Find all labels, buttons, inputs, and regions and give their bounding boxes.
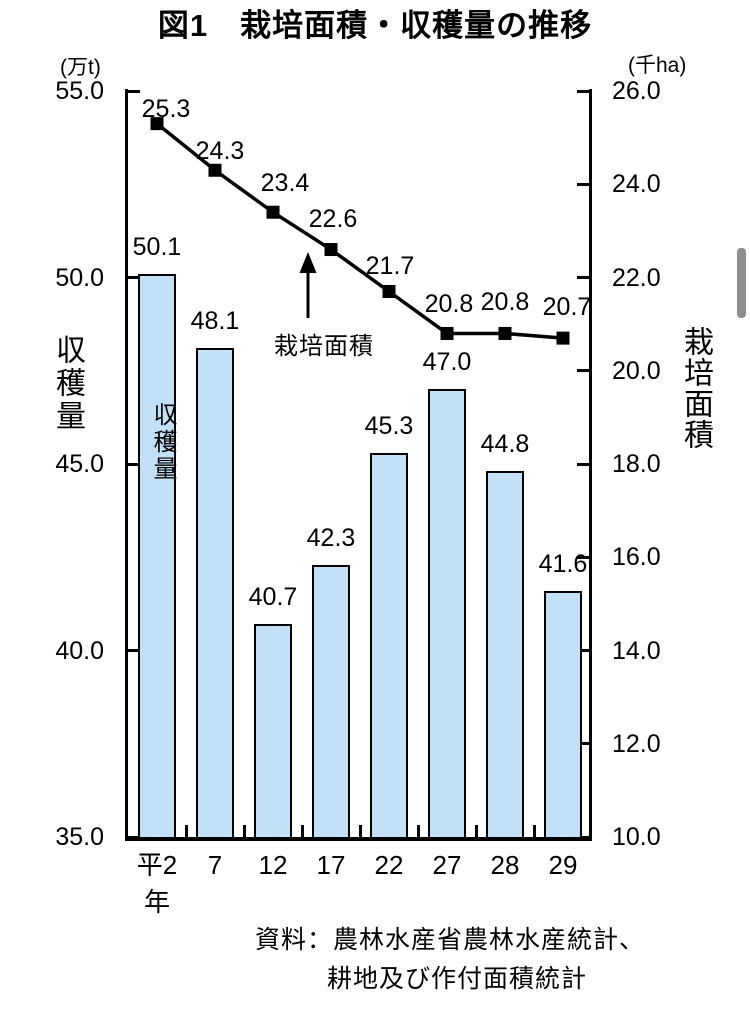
right-axis-tick-label: 26.0 [612, 77, 661, 105]
line-value-label: 20.8 [424, 290, 474, 319]
x-axis-tick [358, 825, 362, 837]
right-axis-line [589, 89, 592, 839]
x-axis-label-28: 28 [490, 850, 520, 880]
bar-value-label: 45.3 [364, 411, 414, 440]
right-axis-title: 栽培面積 [679, 326, 712, 450]
line-series-path [155, 122, 564, 340]
right-axis-tick [577, 276, 589, 279]
x-axis-label-12: 12 [258, 850, 288, 880]
line-series-annotation-label: 栽培面積 [274, 333, 374, 360]
right-axis-tick [577, 835, 589, 839]
left-axis-tick-label: 45.0 [55, 450, 104, 478]
x-axis-tick [416, 825, 420, 837]
right-axis-tick-label: 16.0 [612, 543, 661, 572]
right-axis-tick [577, 182, 589, 186]
line-value-label: 21.7 [365, 252, 415, 281]
x-axis-tick [300, 825, 304, 837]
source-text-line1: 資料：農林水産省農林水産統計、 [255, 926, 646, 954]
bar-27 [428, 389, 466, 837]
bar-平2 [138, 273, 176, 837]
line-marker [208, 163, 222, 177]
bar-value-label: 42.3 [306, 523, 356, 552]
right-axis-tick-label: 20.0 [612, 356, 661, 385]
left-axis-tick [128, 89, 140, 93]
left-axis-tick [128, 462, 140, 466]
right-axis-tick [577, 649, 589, 652]
right-axis-tick-label: 18.0 [612, 450, 661, 478]
bar-value-label: 40.7 [248, 583, 298, 612]
right-axis-unit: (千ha) [628, 54, 687, 77]
left-axis-tick [128, 276, 140, 279]
x-axis-note: 年 [143, 887, 170, 917]
bar-17 [312, 564, 350, 837]
scrollbar-thumb[interactable] [737, 248, 746, 318]
line-marker [266, 205, 280, 219]
right-axis-tick [577, 742, 589, 746]
line-value-label: 23.4 [260, 169, 310, 198]
right-axis-tick-label: 10.0 [612, 823, 661, 851]
left-axis-line [125, 89, 128, 839]
line-marker [498, 326, 512, 340]
left-axis-title: 収穫量 [51, 334, 84, 433]
line-marker [382, 284, 396, 298]
bar-22 [370, 452, 408, 837]
right-axis-tick-label: 12.0 [612, 729, 661, 758]
right-axis-tick-label: 24.0 [612, 170, 661, 199]
right-axis-tick-label: 22.0 [612, 263, 661, 292]
line-marker [324, 243, 338, 257]
left-axis-tick-label: 50.0 [55, 263, 104, 292]
x-axis-label-平2: 平2 [136, 850, 178, 880]
left-axis-tick [128, 835, 140, 839]
bar-value-label: 47.0 [422, 348, 472, 377]
left-axis-tick-label: 35.0 [55, 823, 104, 851]
x-axis-tick [474, 825, 478, 837]
chart-title: 図1 栽培面積・収穫量の推移 [157, 8, 593, 43]
line-marker [440, 326, 454, 340]
bar-series-label: 収穫量 [149, 402, 176, 483]
right-axis-tick-label: 14.0 [612, 636, 661, 665]
bar-28 [486, 471, 524, 837]
left-axis-tick-label: 55.0 [55, 77, 104, 105]
x-axis-tick [532, 825, 536, 837]
left-axis-tick [128, 649, 140, 652]
left-axis-tick-label: 40.0 [55, 636, 104, 665]
right-axis-tick [577, 555, 589, 559]
line-marker [150, 117, 164, 131]
bar-7 [196, 348, 234, 837]
bar-value-label: 41.6 [538, 549, 588, 578]
bar-value-label: 50.1 [132, 232, 182, 261]
x-axis-label-27: 27 [432, 850, 462, 880]
source-text-line2: 耕地及び作付面積統計 [327, 965, 588, 993]
x-axis-tick [242, 825, 246, 837]
bar-29 [544, 590, 582, 837]
x-axis-label-7: 7 [207, 850, 223, 880]
x-axis-line [125, 837, 592, 841]
x-axis-label-29: 29 [548, 850, 578, 880]
line-value-label: 22.6 [308, 204, 358, 233]
right-axis-tick [577, 462, 589, 466]
bar-value-label: 44.8 [480, 430, 530, 459]
x-axis-label-22: 22 [374, 850, 404, 880]
annotation-arrow-head [299, 252, 317, 273]
right-axis-tick [577, 89, 589, 93]
x-axis-label-17: 17 [316, 850, 346, 880]
line-value-label: 25.3 [141, 94, 191, 123]
bar-12 [254, 624, 292, 837]
line-marker [556, 331, 570, 345]
line-value-label: 24.3 [195, 137, 245, 166]
right-axis-tick [577, 369, 589, 373]
x-axis-tick [184, 825, 188, 837]
bar-value-label: 48.1 [190, 307, 240, 336]
line-value-label: 20.8 [480, 288, 530, 317]
line-value-label: 20.7 [542, 293, 592, 322]
left-axis-unit: (万t) [60, 56, 101, 79]
